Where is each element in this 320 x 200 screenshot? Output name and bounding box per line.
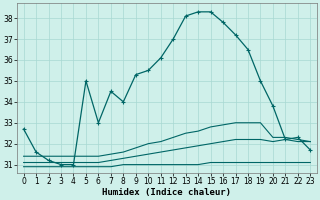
X-axis label: Humidex (Indice chaleur): Humidex (Indice chaleur) xyxy=(102,188,231,197)
